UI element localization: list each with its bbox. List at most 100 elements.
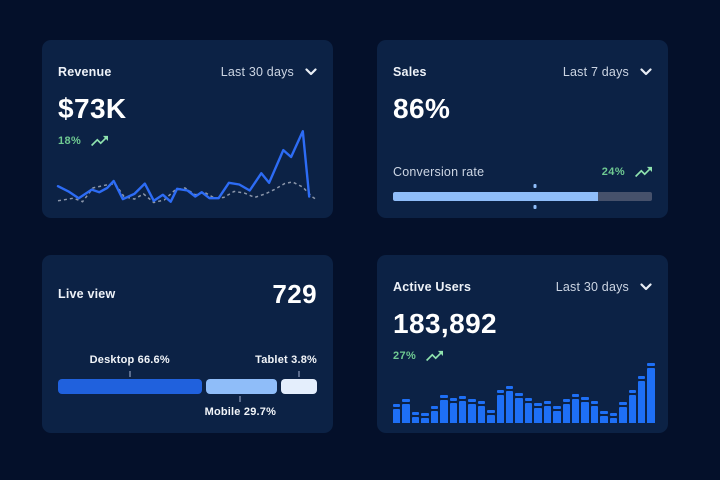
- revenue-card-title: Revenue: [58, 64, 112, 79]
- active-users-delta: 27%: [393, 350, 417, 362]
- conversion-block: Conversion rate 24%: [393, 164, 652, 209]
- sales-range-label: Last 7 days: [562, 64, 629, 79]
- bar: [458, 396, 467, 423]
- bar: [590, 401, 599, 423]
- revenue-delta-row: 18%: [58, 135, 317, 147]
- bar-column: [637, 363, 646, 423]
- progress-marker-bottom: [533, 205, 537, 209]
- sales-card-title: Sales: [393, 64, 427, 79]
- bar: [402, 399, 410, 423]
- bar-column: [506, 363, 514, 423]
- bar-column: [647, 363, 655, 423]
- device-split-block: Desktop 66.6% Tablet 3.8% Mobile 29.7%: [58, 354, 317, 419]
- segment-mobile: [205, 379, 278, 394]
- bar: [543, 401, 552, 423]
- active-users-card-header: Active Users Last 30 days: [393, 279, 652, 294]
- bar: [506, 385, 514, 423]
- active-users-card-title: Active Users: [393, 279, 472, 294]
- device-ticks-bottom: [58, 396, 317, 403]
- bar-column: [572, 363, 580, 423]
- bar-column: [543, 363, 552, 423]
- segment-desktop: [58, 379, 202, 394]
- progress-track: [393, 192, 652, 201]
- revenue-value: $73K: [58, 93, 127, 124]
- bar: [440, 395, 448, 423]
- chevron-down-icon: [640, 282, 652, 290]
- bar: [619, 402, 627, 423]
- bar: [477, 401, 486, 423]
- bar: [430, 406, 439, 423]
- bar: [628, 390, 636, 423]
- bar: [468, 399, 476, 423]
- bar-column: [628, 363, 636, 423]
- trending-up-icon: [635, 166, 652, 177]
- active-users-bar-chart: [393, 363, 655, 423]
- progress-marker-top: [533, 184, 537, 188]
- device-stacked-bar: [58, 379, 317, 394]
- bar-column: [458, 363, 467, 423]
- chevron-down-icon: [305, 67, 317, 75]
- device-labels-bottom: Mobile 29.7%: [58, 406, 317, 419]
- segment-tablet: [281, 379, 317, 394]
- bar-column: [553, 363, 561, 423]
- bar-column: [609, 363, 618, 423]
- bar: [572, 394, 580, 423]
- bar-column: [600, 363, 608, 423]
- revenue-range-select[interactable]: Last 30 days: [221, 65, 317, 79]
- revenue-card-header: Revenue Last 30 days: [58, 64, 317, 79]
- conversion-rate-label: Conversion rate: [393, 164, 485, 179]
- conversion-progress: [393, 184, 652, 209]
- device-ticks-top: [58, 370, 317, 377]
- bar: [487, 409, 495, 423]
- bar: [647, 363, 655, 423]
- bar-column: [496, 363, 505, 423]
- bar: [449, 397, 457, 423]
- active-users-value: 183,892: [393, 308, 498, 339]
- live-view-header: Live view 729: [58, 279, 317, 309]
- bar-column: [393, 363, 401, 423]
- active-users-range-label: Last 30 days: [555, 279, 629, 294]
- bar: [421, 413, 429, 423]
- bar-column: [534, 363, 542, 423]
- live-view-title: Live view: [58, 287, 116, 301]
- revenue-card: Revenue Last 30 days $73K 18%: [42, 40, 333, 218]
- bar: [581, 396, 589, 423]
- bar: [562, 399, 571, 423]
- revenue-delta: 18%: [58, 135, 82, 147]
- bar: [637, 376, 646, 423]
- bar-column: [421, 363, 429, 423]
- revenue-line-previous: [57, 181, 318, 204]
- bar: [393, 403, 401, 423]
- bar: [609, 412, 618, 423]
- connector-tick-mobile: [239, 396, 242, 402]
- sales-card: Sales Last 7 days 86% Conversion rate 24…: [377, 40, 668, 218]
- connector-tick-desktop: [128, 371, 131, 377]
- conversion-delta-group: 24%: [602, 166, 652, 178]
- revenue-line-chart: [56, 126, 318, 212]
- active-users-card: Active Users Last 30 days 183,892 27%: [377, 255, 668, 433]
- active-users-range-select[interactable]: Last 30 days: [556, 280, 652, 294]
- bar-column: [430, 363, 439, 423]
- bar-column: [581, 363, 589, 423]
- bar: [553, 406, 561, 423]
- bar-column: [562, 363, 571, 423]
- bar: [411, 412, 420, 423]
- bar-column: [590, 363, 599, 423]
- revenue-range-label: Last 30 days: [220, 64, 294, 79]
- bar-column: [402, 363, 410, 423]
- sales-value: 86%: [393, 93, 451, 124]
- sales-range-select[interactable]: Last 7 days: [563, 65, 652, 79]
- bar-column: [477, 363, 486, 423]
- bar-column: [468, 363, 476, 423]
- revenue-line-current: [56, 129, 311, 203]
- bar: [496, 390, 505, 423]
- trending-up-icon: [426, 350, 444, 362]
- bar: [515, 393, 523, 423]
- active-users-delta-row: 27%: [393, 350, 652, 362]
- device-labels-top: Desktop 66.6% Tablet 3.8%: [58, 354, 317, 367]
- bar: [600, 411, 608, 423]
- connector-tick-tablet: [297, 371, 300, 377]
- bar-column: [487, 363, 495, 423]
- bar-column: [440, 363, 448, 423]
- live-view-value: 729: [272, 279, 317, 309]
